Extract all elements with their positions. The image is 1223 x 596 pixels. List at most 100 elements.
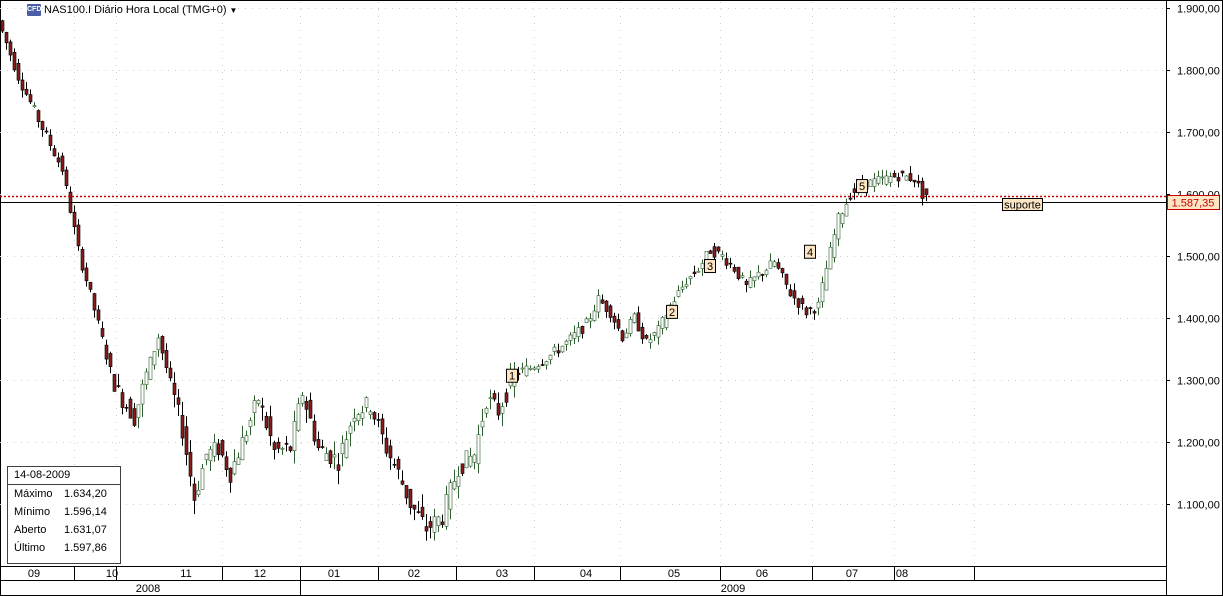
candle-body[interactable] (292, 420, 297, 451)
candle-body[interactable] (732, 267, 737, 272)
candle-body[interactable] (356, 414, 361, 422)
candle-body[interactable] (536, 366, 541, 370)
candle-body[interactable] (892, 172, 897, 178)
candle-body[interactable] (544, 361, 549, 366)
candle-body[interactable] (888, 176, 893, 183)
candle-body[interactable] (628, 319, 633, 334)
candle-body[interactable] (112, 374, 117, 392)
candle-body[interactable] (592, 310, 597, 321)
candle-body[interactable] (600, 299, 605, 304)
candle-body[interactable] (28, 94, 33, 103)
chevron-down-icon[interactable]: ▼ (229, 5, 238, 15)
candle-body[interactable] (484, 407, 489, 414)
candle-body[interactable] (780, 268, 785, 274)
candle-body[interactable] (504, 392, 509, 403)
candle-body[interactable] (8, 41, 13, 56)
candle-body[interactable] (432, 516, 437, 533)
candle-body[interactable] (212, 441, 217, 457)
candle-body[interactable] (660, 317, 665, 329)
candle-body[interactable] (220, 440, 225, 456)
candle-body[interactable] (800, 298, 805, 304)
candle-body[interactable] (524, 365, 529, 377)
candle-body[interactable] (560, 345, 565, 353)
candle-body[interactable] (696, 270, 701, 273)
candle-body[interactable] (296, 403, 301, 431)
candle-body[interactable] (812, 311, 817, 314)
candle-body[interactable] (568, 334, 573, 341)
candle-body[interactable] (276, 441, 281, 449)
candle-body[interactable] (644, 335, 649, 339)
candle-body[interactable] (584, 318, 589, 323)
candle-body[interactable] (260, 405, 265, 408)
candle-body[interactable] (360, 412, 365, 419)
candle-body[interactable] (200, 468, 205, 490)
candle-body[interactable] (184, 426, 189, 455)
candle-body[interactable] (380, 418, 385, 435)
candle-body[interactable] (316, 439, 321, 449)
candle-body[interactable] (364, 397, 369, 408)
candle-body[interactable] (492, 393, 497, 400)
candle-body[interactable] (824, 268, 829, 291)
candle-body[interactable] (72, 211, 77, 228)
candle-body[interactable] (488, 397, 493, 399)
candle-body[interactable] (776, 262, 781, 269)
candle-body[interactable] (116, 385, 121, 387)
candle-body[interactable] (680, 286, 685, 290)
candle-body[interactable] (312, 420, 317, 442)
candle-body[interactable] (324, 453, 329, 461)
candle-body[interactable] (252, 400, 257, 413)
candle-body[interactable] (444, 494, 449, 527)
candle-body[interactable] (572, 332, 577, 339)
candle-body[interactable] (280, 448, 285, 450)
candle-body[interactable] (176, 397, 181, 405)
candle-body[interactable] (124, 407, 129, 409)
candle-body[interactable] (420, 506, 425, 517)
candle-body[interactable] (320, 446, 325, 448)
candle-body[interactable] (96, 309, 101, 321)
candle-body[interactable] (912, 179, 917, 183)
candle-body[interactable] (756, 271, 761, 278)
candle-body[interactable] (268, 416, 273, 437)
candle-body[interactable] (396, 458, 401, 470)
candle-body[interactable] (164, 350, 169, 368)
candle-body[interactable] (144, 371, 149, 385)
candle-body[interactable] (344, 439, 349, 459)
candle-body[interactable] (436, 516, 441, 526)
candle-body[interactable] (920, 180, 925, 199)
candle-body[interactable] (576, 327, 581, 337)
candle-body[interactable] (648, 339, 653, 344)
candle-body[interactable] (708, 250, 713, 254)
candle-body[interactable] (788, 289, 793, 297)
candle-body[interactable] (100, 328, 105, 337)
candle-body[interactable] (764, 269, 769, 275)
candle-body[interactable] (884, 175, 889, 185)
candle-body[interactable] (612, 315, 617, 323)
candle-body[interactable] (76, 224, 81, 247)
candle-body[interactable] (4, 32, 9, 44)
candle-body[interactable] (0, 20, 5, 32)
candle-body[interactable] (752, 276, 757, 281)
candle-body[interactable] (832, 234, 837, 258)
candle-body[interactable] (684, 284, 689, 287)
candle-body[interactable] (772, 261, 777, 267)
candle-body[interactable] (496, 403, 501, 416)
candle-body[interactable] (724, 258, 729, 266)
candle-body[interactable] (716, 246, 721, 252)
candle-body[interactable] (500, 406, 505, 414)
candle-body[interactable] (368, 411, 373, 416)
candle-body[interactable] (480, 420, 485, 428)
candle-body[interactable] (336, 464, 341, 471)
candle-body[interactable] (440, 521, 445, 525)
candle-body[interactable] (700, 263, 705, 269)
candle-body[interactable] (24, 88, 29, 95)
candle-body[interactable] (528, 368, 533, 370)
candle-body[interactable] (216, 443, 221, 455)
candle-body[interactable] (40, 121, 45, 130)
candle-body[interactable] (748, 277, 753, 288)
candle-body[interactable] (136, 404, 141, 418)
candle-body[interactable] (148, 356, 153, 380)
candle-body[interactable] (224, 456, 229, 471)
candle-body[interactable] (88, 281, 93, 290)
candle-body[interactable] (12, 52, 17, 71)
